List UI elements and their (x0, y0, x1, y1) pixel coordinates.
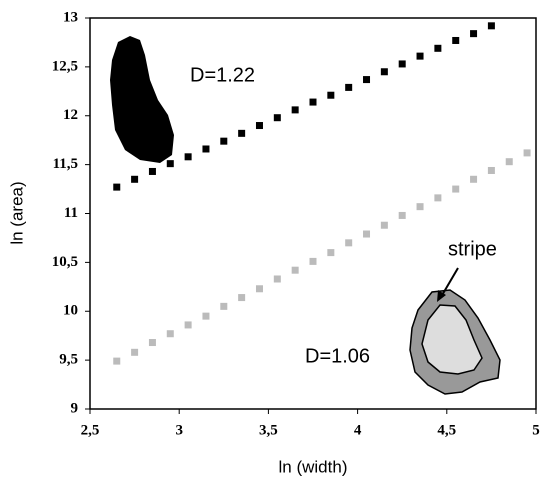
annotation: stripe (448, 238, 497, 260)
point (398, 211, 406, 219)
point (131, 175, 139, 183)
point (220, 137, 228, 145)
point (487, 166, 495, 174)
x-tick-label: 5 (532, 422, 540, 438)
point (470, 175, 478, 183)
point (273, 114, 281, 122)
point (273, 275, 281, 283)
point (202, 312, 210, 320)
point (148, 167, 156, 175)
annotation: D=1.06 (305, 345, 370, 367)
point (505, 158, 513, 166)
cell-core (421, 304, 483, 375)
y-tick-label: 10,5 (52, 254, 78, 270)
point (327, 249, 335, 257)
x-tick-label: 2,5 (81, 422, 100, 438)
point (291, 106, 299, 114)
point (380, 68, 388, 76)
y-axis-label: ln (area) (7, 181, 26, 244)
y-tick-label: 11 (64, 205, 78, 221)
point (113, 183, 121, 191)
point (434, 194, 442, 202)
point (523, 149, 531, 157)
point (345, 239, 353, 247)
point (363, 76, 371, 84)
point (398, 60, 406, 68)
point (166, 160, 174, 168)
point (255, 122, 263, 130)
point (238, 294, 246, 302)
x-tick-label: 3,5 (259, 422, 278, 438)
x-tick-label: 4 (354, 422, 362, 438)
point (131, 348, 139, 356)
arrow-head (437, 290, 446, 302)
point (184, 321, 192, 329)
point (345, 83, 353, 91)
y-tick-label: 12,5 (52, 58, 78, 74)
point (184, 153, 192, 161)
y-tick-label: 9,5 (59, 352, 78, 368)
annotation: D=1.22 (190, 64, 255, 86)
point (470, 30, 478, 38)
point (487, 22, 495, 30)
point (148, 339, 156, 347)
point (416, 203, 424, 211)
point (113, 357, 121, 365)
x-tick-label: 4,5 (437, 422, 456, 438)
point (291, 266, 299, 274)
point (166, 330, 174, 338)
x-tick-label: 3 (175, 422, 183, 438)
point (309, 257, 317, 265)
point (434, 44, 442, 52)
point (380, 221, 388, 229)
point (255, 285, 263, 293)
y-tick-label: 12 (63, 107, 78, 123)
point (327, 91, 335, 99)
x-axis-label: ln (width) (279, 457, 348, 476)
point (452, 36, 460, 44)
y-tick-label: 10 (63, 303, 78, 319)
point (202, 145, 210, 153)
point (452, 185, 460, 193)
y-tick-label: 11,5 (53, 156, 78, 172)
point (220, 302, 228, 310)
point (238, 129, 246, 137)
point (416, 52, 424, 60)
y-tick-label: 9 (71, 400, 79, 416)
cell-shape (110, 36, 174, 163)
y-tick-label: 13 (63, 9, 78, 25)
arrow (440, 267, 459, 298)
point (309, 98, 317, 106)
point (363, 230, 371, 238)
